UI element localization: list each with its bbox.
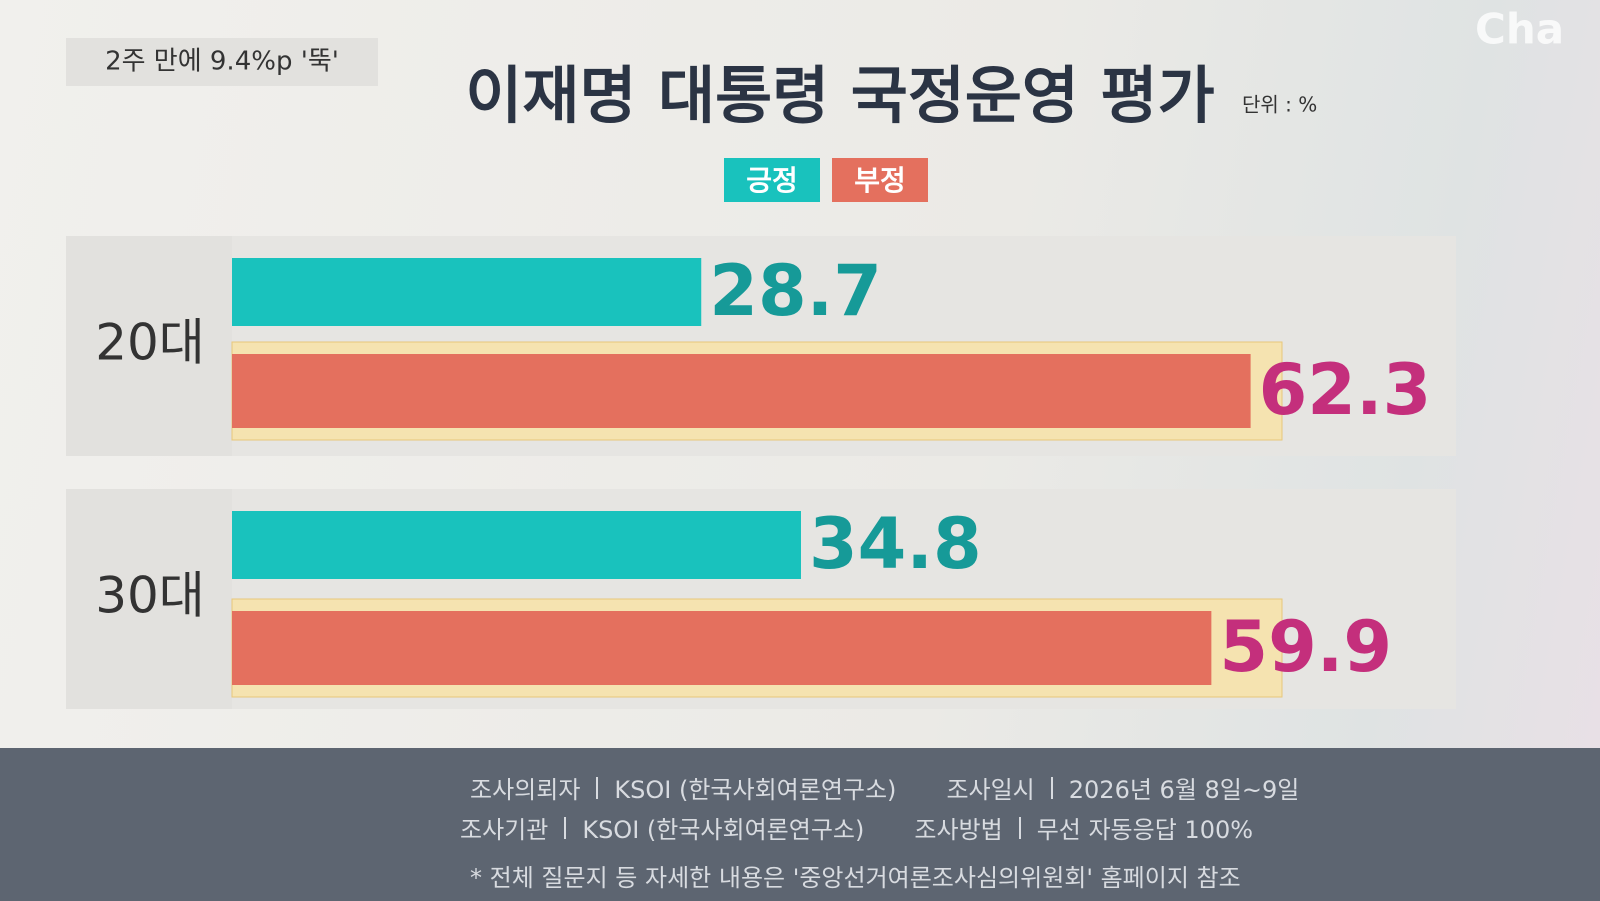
footer-value: KSOI (한국사회여론연구소) (614, 776, 897, 804)
footer-key: 조사방법 (914, 816, 1003, 844)
unit: 단위 : % (1242, 93, 1317, 117)
value-label: 59.9 (1219, 606, 1392, 688)
separator (596, 776, 599, 799)
chart: 2주 만에 9.4%p '뚝' Cha 이재명 대통령 국정운영 평가 단위 :… (66, 5, 1564, 709)
category-label: 30대 (95, 567, 205, 625)
chart-title: 이재명 대통령 국정운영 평가 (465, 59, 1214, 132)
footer: 조사의뢰자 KSOI (한국사회여론연구소) 조사일시 2026년 6월 8일~9일 조… (0, 748, 1600, 901)
logo: Cha (1475, 5, 1564, 54)
tag: 2주 만에 9.4%p '뚝' (105, 47, 339, 77)
legend-label: 부정 (854, 164, 906, 197)
footer-row: 조사기관 KSOI (한국사회여론연구소) 조사방법 무선 자동응답 100% (460, 810, 1303, 845)
value-label: 28.7 (709, 250, 882, 332)
bar (232, 258, 702, 326)
separator (1050, 776, 1053, 799)
tag-box (66, 38, 378, 86)
footer-item: 조사일시 2026년 6월 8일~9일 (946, 770, 1299, 805)
footer-key: 조사의뢰자 (470, 776, 581, 804)
footer-key: 조사일시 (946, 776, 1035, 804)
footer-value: 무선 자동응답 100% (1036, 816, 1254, 844)
value-label: 34.8 (809, 503, 982, 585)
footer-value: 2026년 6월 8일~9일 (1068, 776, 1300, 804)
category-label: 20대 (95, 314, 205, 372)
footer-row: 조사의뢰자 KSOI (한국사회여론연구소) 조사일시 2026년 6월 8일~9일 (470, 770, 1349, 805)
legend-swatch (832, 158, 928, 202)
footer-value: KSOI (한국사회여론연구소) (582, 816, 865, 844)
bar (232, 354, 1251, 428)
footer-item: 조사의뢰자 KSOI (한국사회여론연구소) (470, 770, 896, 805)
legend-swatch (724, 158, 820, 202)
footer-key: 조사기관 (460, 816, 549, 844)
legend-label: 긍정 (746, 164, 798, 197)
footer-item: 조사기관 KSOI (한국사회여론연구소) (460, 810, 864, 845)
footer-item: 조사방법 무선 자동응답 100% (914, 810, 1253, 845)
separator (1018, 816, 1021, 839)
value-label: 62.3 (1259, 349, 1432, 431)
separator (564, 816, 567, 839)
bar (232, 611, 1212, 685)
footer-note: * 전체 질문지 등 자세한 내용은 '중앙선거여론조사심의위원회' 홈페이지 … (470, 864, 1241, 892)
bar (232, 511, 801, 579)
